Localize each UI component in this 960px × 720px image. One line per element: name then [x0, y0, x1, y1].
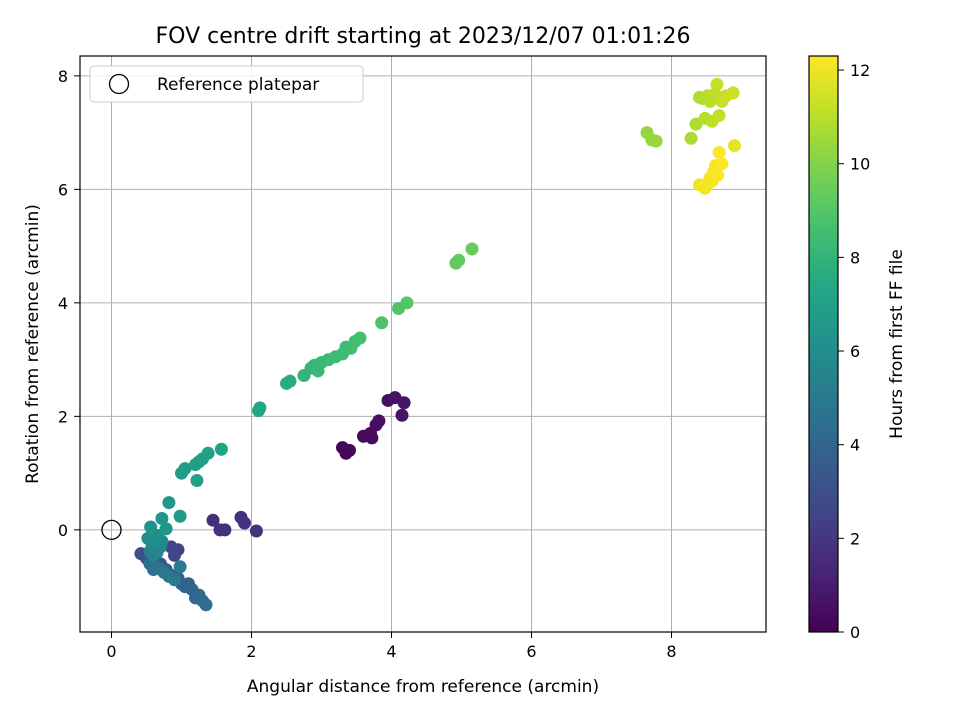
- legend: Reference platepar: [89, 65, 364, 103]
- scatter-point: [710, 77, 724, 91]
- y-tick-label: 8: [58, 67, 68, 86]
- x-tick-label: 4: [386, 642, 396, 661]
- scatter-point: [726, 86, 740, 100]
- colorbar-tick-label: 0: [850, 623, 860, 642]
- grid: [80, 56, 766, 632]
- colorbar-tick-label: 4: [850, 436, 860, 455]
- x-tick-label: 8: [666, 642, 676, 661]
- scatter-point: [178, 462, 192, 476]
- x-tick-label: 2: [246, 642, 256, 661]
- colorbar-tick-label: 8: [850, 248, 860, 267]
- scatter-point: [684, 131, 698, 145]
- scatter-point: [173, 509, 187, 523]
- scatter-point: [159, 522, 173, 536]
- scatter-point: [206, 513, 220, 527]
- colorbar-frame: [808, 55, 839, 633]
- colorbar-tick-label: 2: [850, 529, 860, 548]
- colorbar: [809, 56, 838, 632]
- scatter-point: [144, 520, 158, 534]
- y-axis-label: Rotation from reference (arcmin): [23, 204, 43, 484]
- plot-area: [80, 56, 766, 632]
- scatter-point: [372, 414, 386, 428]
- x-axis-label: Angular distance from reference (arcmin): [247, 677, 599, 697]
- scatter-point: [715, 157, 729, 171]
- scatter-point: [353, 331, 367, 345]
- scatter-point: [190, 473, 204, 487]
- scatter-point: [375, 316, 389, 330]
- reference-marker-group: [101, 519, 122, 541]
- scatter-point: [343, 443, 356, 457]
- reference-marker: [101, 519, 122, 541]
- scatter-point: [253, 401, 267, 415]
- scatter-point: [283, 374, 297, 388]
- scatter-point: [218, 523, 232, 537]
- colorbar-tick-label: 12: [850, 61, 870, 80]
- scatter-point: [712, 145, 726, 159]
- colorbar-label: Hours from first FF file: [887, 249, 907, 439]
- colorbar-ticks: 0 2 4 6 8 10 12: [838, 61, 870, 642]
- scatter-point: [395, 408, 409, 422]
- y-tick-label: 6: [58, 180, 68, 199]
- axes-frame: [79, 55, 767, 633]
- x-tick-label: 0: [106, 642, 116, 661]
- legend-box: [89, 65, 364, 103]
- scatter-point: [249, 524, 263, 538]
- scatter-point: [649, 134, 663, 148]
- scatter-point: [201, 446, 215, 460]
- scatter-point: [452, 253, 466, 267]
- legend-reference-marker: [108, 73, 130, 95]
- scatter-point: [728, 139, 741, 153]
- scatter-point: [162, 496, 176, 510]
- x-axis-ticks: 0 2 4 6 8: [106, 632, 677, 661]
- scatter-point: [365, 431, 379, 445]
- scatter-point: [397, 396, 411, 410]
- colorbar-tick-label: 10: [850, 155, 870, 174]
- scatter-point: [400, 296, 414, 310]
- scatter-point: [238, 516, 251, 530]
- x-tick-label: 6: [526, 642, 536, 661]
- scatter-point: [168, 573, 181, 587]
- scatter-point: [711, 168, 725, 182]
- scatter-point: [214, 442, 228, 456]
- y-tick-label: 2: [58, 407, 68, 426]
- colorbar-tick-label: 6: [850, 342, 860, 361]
- y-tick-label: 4: [58, 294, 68, 313]
- y-tick-label: 0: [58, 521, 68, 540]
- y-axis-ticks: 0 2 4 6 8: [58, 67, 80, 540]
- chart-title: FOV centre drift starting at 2023/12/07 …: [156, 24, 691, 49]
- scatter-point: [712, 109, 726, 123]
- legend-label-reference: Reference platepar: [157, 75, 319, 95]
- scatter-point: [173, 560, 187, 574]
- scatter-points: [134, 77, 741, 612]
- scatter-point: [199, 598, 213, 612]
- scatter-point: [155, 512, 169, 526]
- scatter-point: [465, 242, 479, 256]
